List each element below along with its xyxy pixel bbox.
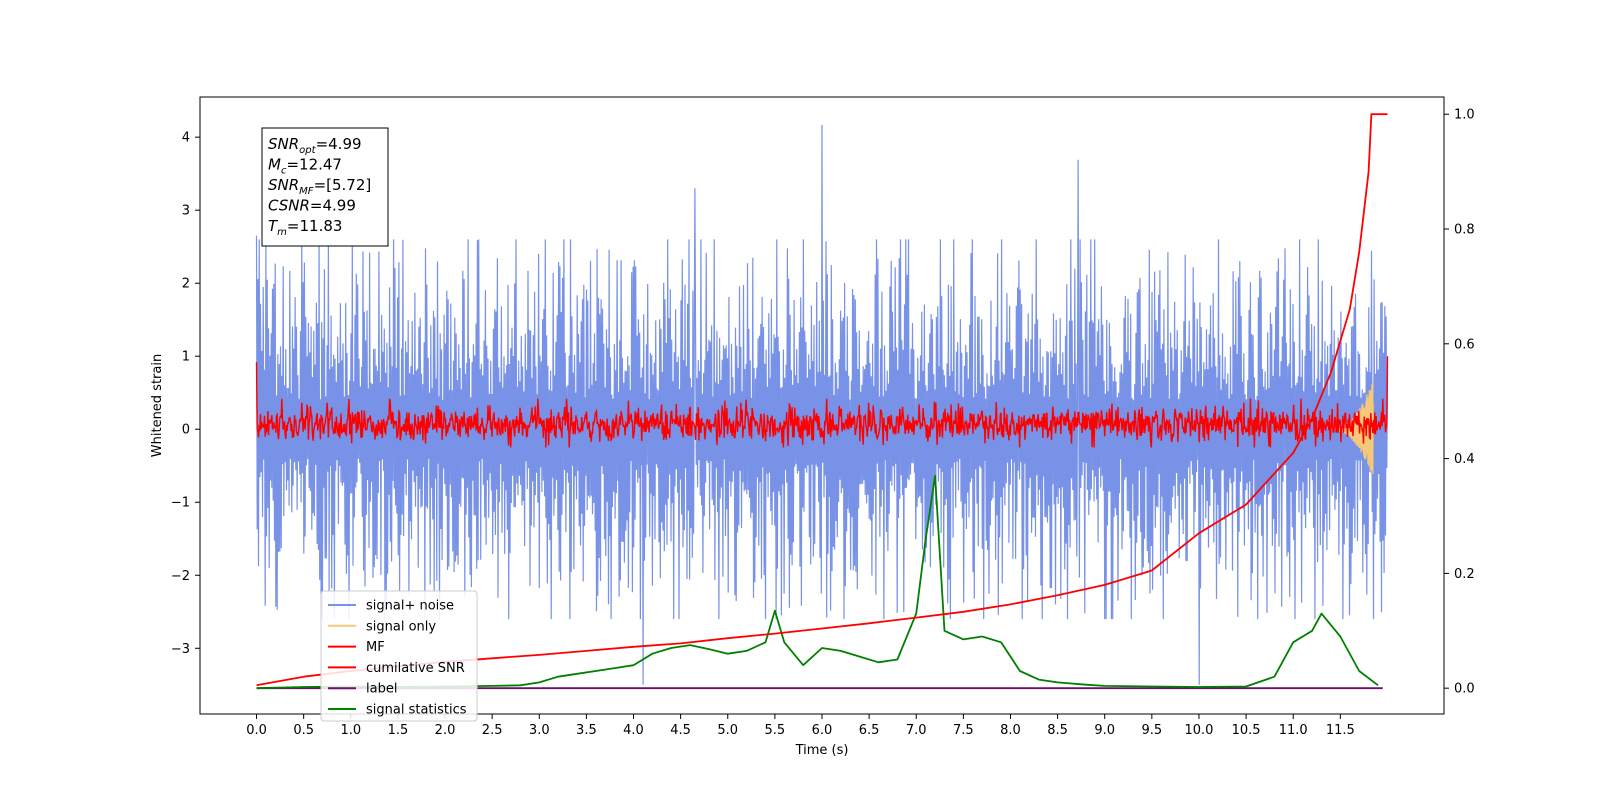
annotation-value: =12.47 [286, 156, 342, 174]
legend-label: signal+ noise [366, 599, 454, 614]
y-tick-label: −3 [171, 642, 190, 657]
annotation-symbol: SNR [268, 176, 299, 194]
y2-tick-label: 1.0 [1454, 108, 1475, 123]
annotation-subscript: m [277, 227, 287, 238]
annotation-symbol: M [268, 156, 281, 174]
series-mf-line [255, 356, 1389, 448]
legend: signal+ noise signal only MF cumilative SNR… [320, 590, 478, 722]
annotation-line: Mc=12.47 [268, 156, 342, 177]
x-tick-label: 0.0 [246, 723, 267, 738]
legend-frame [320, 590, 478, 722]
y-axis-label: Whitened strain [150, 354, 165, 457]
annotation-line: Tm=11.83 [268, 217, 342, 238]
x-tick-label: 2.0 [435, 723, 456, 738]
x-tick-label: 11.5 [1326, 723, 1355, 738]
y-axis-right: 0.0 0.2 0.4 0.6 0.8 1.0 [1444, 108, 1475, 697]
x-tick-label: 9.5 [1142, 723, 1163, 738]
x-tick-label: 10.0 [1184, 723, 1213, 738]
annotation-symbol: SNR [268, 135, 299, 153]
series-signal-statistics-line [256, 474, 1379, 690]
annotation-value: =[5.72] [314, 176, 372, 194]
x-tick-label: 1.5 [388, 723, 409, 738]
x-tick-label: 3.5 [576, 723, 597, 738]
x-tick-label: 2.5 [482, 723, 503, 738]
annotation-line: SNRMF=[5.72] [268, 176, 371, 197]
legend-label: signal statistics [366, 703, 467, 718]
annotation-value: =4.99 [310, 197, 356, 215]
legend-label: cumilative SNR [366, 661, 465, 676]
y2-tick-label: 0.6 [1454, 337, 1475, 352]
x-tick-label: 3.0 [529, 723, 550, 738]
x-tick-label: 11.0 [1279, 723, 1308, 738]
x-tick-label: 6.5 [859, 723, 880, 738]
y-tick-label: −1 [171, 496, 190, 511]
legend-label: MF [366, 640, 385, 655]
y-tick-label: 0 [182, 423, 190, 438]
annotation-subscript: c [281, 166, 287, 177]
x-axis: 0.0 0.5 1.0 1.5 2.0 2.5 3.0 3.5 4.0 4.5 5.0 5.5 6.0 6… [246, 714, 1355, 738]
y2-tick-label: 0.2 [1454, 567, 1475, 582]
x-tick-label: 9.0 [1094, 723, 1115, 738]
y2-tick-label: 0.0 [1454, 682, 1475, 697]
x-tick-label: 1.0 [340, 723, 361, 738]
x-tick-label: 4.0 [623, 723, 644, 738]
x-tick-label: 5.5 [765, 723, 786, 738]
x-tick-label: 4.5 [670, 723, 691, 738]
x-tick-label: 8.0 [1000, 723, 1021, 738]
annotation-line: SNRopt=4.99 [268, 135, 362, 156]
y2-tick-label: 0.8 [1454, 223, 1475, 238]
x-tick-label: 7.5 [953, 723, 974, 738]
y-tick-label: 1 [182, 350, 190, 365]
annotation-value: =4.99 [316, 135, 362, 153]
y-tick-label: 3 [182, 204, 190, 219]
y2-tick-label: 0.4 [1454, 452, 1475, 467]
annotation-frame [261, 127, 389, 247]
annotation-subscript: opt [299, 145, 316, 156]
y-tick-label: 4 [182, 131, 190, 146]
annotation-value: =11.83 [287, 217, 343, 235]
series-signal-noise-line [255, 124, 1389, 685]
y-tick-label: −2 [171, 569, 190, 584]
annotation-symbol: CSNR [268, 197, 310, 215]
x-tick-label: 8.5 [1047, 723, 1068, 738]
series-cumilative-snr-line [256, 113, 1388, 687]
annotation-line: CSNR=4.99 [268, 197, 356, 215]
x-tick-label: 6.0 [812, 723, 833, 738]
legend-label: signal only [366, 619, 436, 634]
annotation-box: SNRopt=4.99Mc=12.47SNRMF=[5.72]CSNR=4.99… [261, 127, 389, 247]
y-tick-label: 2 [182, 277, 190, 292]
x-tick-label: 10.5 [1232, 723, 1261, 738]
x-axis-label: Time (s) [795, 743, 849, 758]
x-tick-label: 7.0 [906, 723, 927, 738]
y-axis-left: −3 −2 −1 0 1 2 3 4 [171, 131, 200, 657]
annotation-symbol: T [268, 217, 279, 235]
x-tick-label: 5.0 [717, 723, 738, 738]
annotation-subscript: MF [299, 186, 314, 197]
legend-label: label [366, 682, 397, 697]
x-tick-label: 0.5 [293, 723, 314, 738]
